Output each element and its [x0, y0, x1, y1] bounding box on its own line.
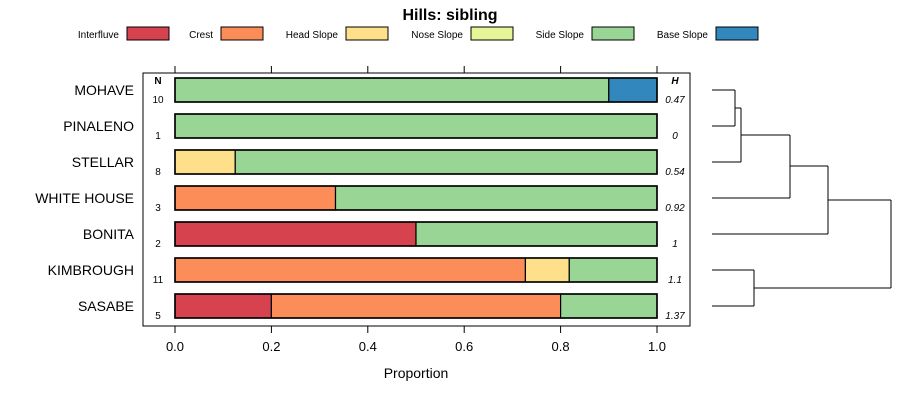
legend-swatch-interfluve: [126, 26, 170, 41]
bar-segment-crest: [174, 257, 527, 283]
category-label: PINALENO: [63, 118, 134, 134]
legend-label-head-slope: Head Slope: [286, 30, 339, 41]
bar-segment-crest: [174, 185, 337, 211]
legend-swatch-head-slope: [345, 26, 389, 41]
h-value: 0.92: [665, 203, 685, 214]
x-tick-label: 0.8: [552, 339, 570, 354]
category-label: SASABE: [78, 298, 134, 314]
category-label: BONITA: [83, 226, 135, 242]
x-tick-label: 0.0: [166, 339, 184, 354]
legend-swatch-nose-slope: [470, 26, 514, 41]
bar-segment-head-slope: [524, 257, 570, 283]
h-value: 1.37: [665, 311, 685, 322]
bar-segment-side-slope: [559, 293, 658, 319]
n-value: 5: [155, 311, 161, 322]
bar-segment-side-slope: [174, 77, 610, 103]
bar-segment-side-slope: [415, 221, 658, 247]
bar-outline: [174, 113, 658, 139]
legend-label-nose-slope: Nose Slope: [411, 30, 463, 41]
x-tick-label: 0.2: [262, 339, 280, 354]
bar-segment-head-slope: [174, 149, 236, 175]
bars: [174, 77, 658, 319]
bar-segment-side-slope: [174, 113, 658, 139]
legend: Interfluve Crest Head Slope Nose Slope Side …: [78, 26, 759, 41]
h-value: 0.47: [665, 95, 685, 106]
plot-frame: [142, 72, 691, 327]
bar-segment-side-slope: [334, 185, 658, 211]
category-label: STELLAR: [72, 154, 134, 170]
bar-segment-crest: [270, 293, 562, 319]
h-value: 0.54: [665, 167, 685, 178]
category-label: WHITE HOUSE: [35, 190, 134, 206]
legend-swatch-side-slope: [591, 26, 635, 41]
n-value: 11: [153, 275, 164, 286]
category-label: KIMBROUGH: [48, 262, 134, 278]
bar-outline: [174, 77, 658, 103]
chart-title: Hills: sibling: [402, 7, 497, 24]
bar-segment-side-slope: [234, 149, 658, 175]
x-tick-label: 0.4: [359, 339, 377, 354]
bar-outline: [174, 185, 658, 211]
n-value: 1: [155, 131, 161, 142]
top-axis-ticks: [174, 66, 658, 73]
bar-outline: [174, 221, 658, 247]
bar-outline: [174, 257, 658, 283]
h-value: 1.1: [668, 275, 682, 286]
n-value: 3: [155, 203, 161, 214]
legend-label-interfluve: Interfluve: [78, 30, 120, 41]
n-value: 2: [155, 239, 161, 250]
legend-swatch-base-slope: [715, 26, 759, 41]
x-axis-label: Proportion: [384, 365, 449, 381]
x-tick-label: 1.0: [648, 339, 666, 354]
h-value: 0: [672, 131, 678, 142]
x-tick-label: 0.6: [455, 339, 473, 354]
bar-segment-interfluve: [174, 221, 417, 247]
legend-swatch-crest: [220, 26, 264, 41]
h-header: H: [671, 76, 679, 87]
dendrogram: [712, 89, 892, 307]
legend-label-side-slope: Side Slope: [536, 30, 585, 41]
bar-outline: [174, 293, 658, 319]
category-label: MOHAVE: [74, 82, 134, 98]
x-axis: 0.0 0.2 0.4 0.6 0.8 1.0: [166, 326, 666, 354]
h-value: 1: [672, 239, 678, 250]
n-value: 10: [152, 95, 164, 106]
bar-outline: [174, 149, 658, 175]
n-value: 8: [155, 167, 161, 178]
bar-segment-base-slope: [608, 77, 658, 103]
bar-segment-interfluve: [174, 293, 273, 319]
legend-label-base-slope: Base Slope: [657, 30, 709, 41]
legend-label-crest: Crest: [189, 30, 213, 41]
bar-segment-side-slope: [568, 257, 658, 283]
n-header: N: [154, 76, 161, 87]
